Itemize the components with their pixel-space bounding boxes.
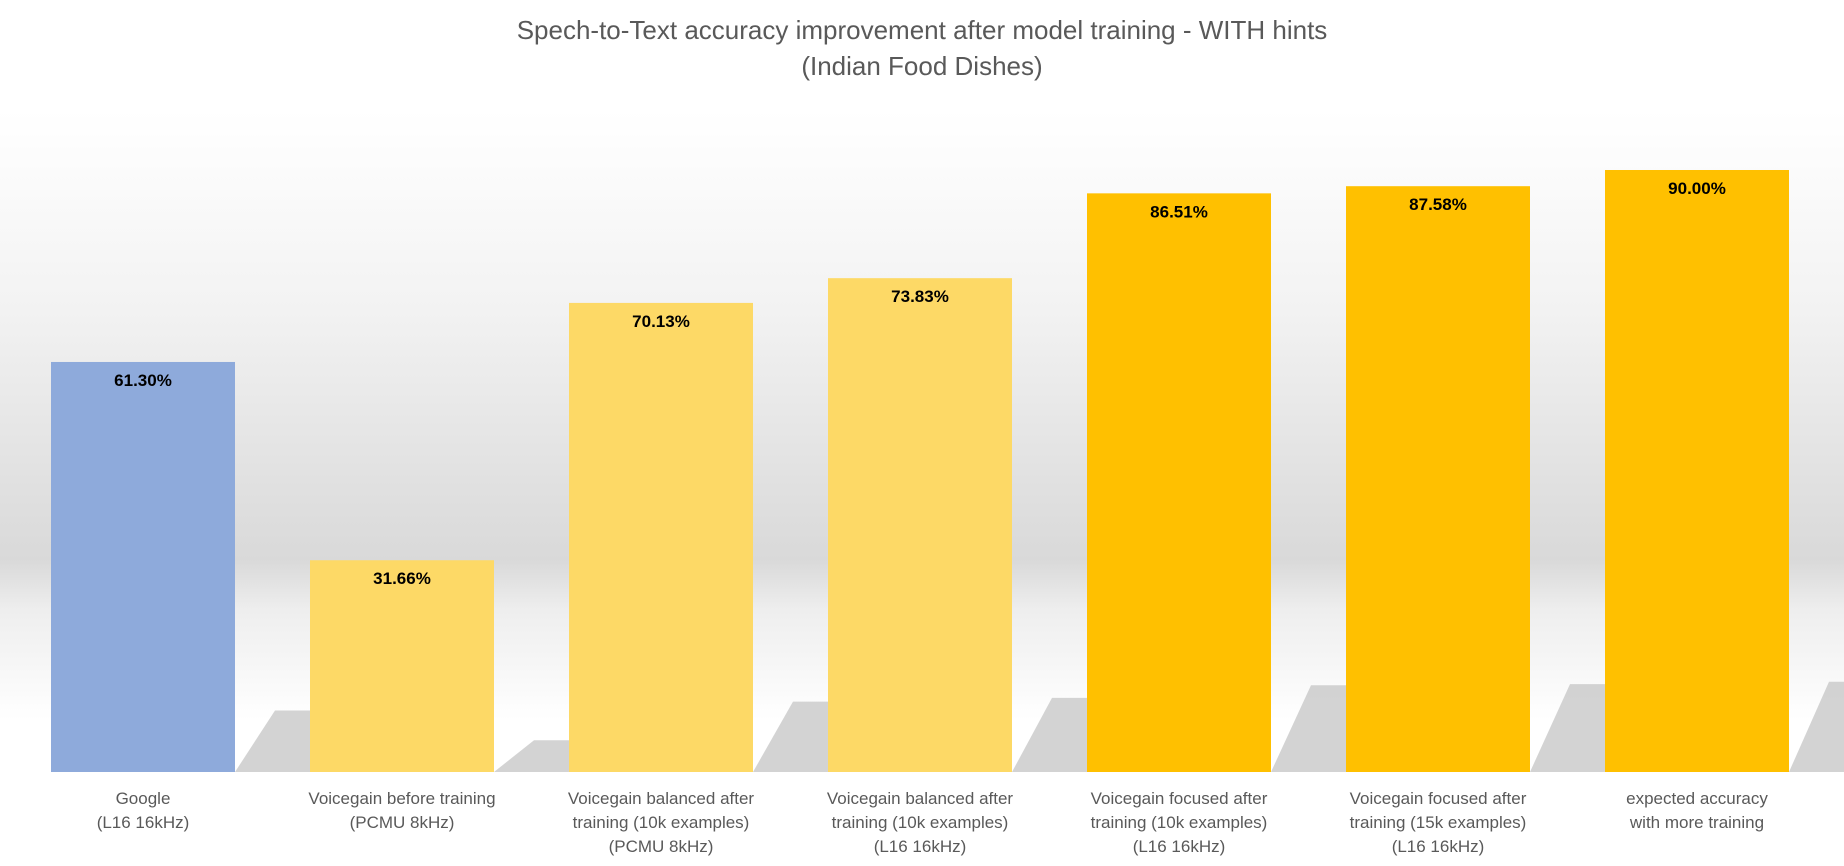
bar-shadow — [1789, 681, 1844, 772]
data-label: 87.58% — [1409, 195, 1467, 214]
category-label: Voicegain balanced after training (10k ex… — [827, 789, 1014, 856]
bar — [51, 361, 235, 772]
data-label: 90.00% — [1668, 179, 1726, 198]
category-label: Google (L16 16kHz) — [97, 789, 190, 832]
category-label-line: (PCMU 8kHz) — [609, 837, 714, 856]
category-label-line: training (10k examples) — [573, 813, 750, 832]
data-label: 70.13% — [632, 312, 690, 331]
category-label-line: (L16 16kHz) — [874, 837, 967, 856]
data-labels: 61.30% 31.66% 70.13% 73.83% 86.51% 87.58% 90.0… — [114, 179, 1726, 588]
category-label-line: Voicegain before training — [308, 789, 495, 808]
category-label-line: (L16 16kHz) — [97, 813, 190, 832]
bar — [828, 278, 1012, 772]
category-label-line: with more training — [1629, 813, 1764, 832]
category-label: expected accuracy with more training — [1626, 789, 1768, 832]
bar — [569, 302, 753, 772]
data-label: 73.83% — [891, 287, 949, 306]
chart-subtitle: (Indian Food Dishes) — [801, 51, 1043, 81]
bar — [1087, 193, 1271, 772]
category-label-line: Voicegain balanced after — [568, 789, 755, 808]
category-label-line: Google — [116, 789, 171, 808]
category-label-line: Voicegain balanced after — [827, 789, 1014, 808]
chart-title-block: Spech-to-Text accuracy improvement after… — [0, 12, 1844, 84]
category-label: Voicegain before training (PCMU 8kHz) — [308, 789, 495, 832]
category-label-line: (PCMU 8kHz) — [350, 813, 455, 832]
chart-title: Spech-to-Text accuracy improvement after… — [516, 15, 1328, 45]
category-label: Voicegain balanced after training (10k ex… — [568, 789, 755, 856]
category-label-line: (L16 16kHz) — [1133, 837, 1226, 856]
category-labels: Google (L16 16kHz) Voicegain before traini… — [97, 789, 1769, 856]
bars — [51, 170, 1789, 772]
category-label-line: training (10k examples) — [832, 813, 1009, 832]
bar — [1346, 186, 1530, 772]
category-label-line: expected accuracy — [1626, 789, 1768, 808]
category-label-line: Voicegain focused after — [1091, 789, 1268, 808]
data-label: 31.66% — [373, 569, 431, 588]
data-label: 61.30% — [114, 371, 172, 390]
category-label-line: Voicegain focused after — [1350, 789, 1527, 808]
data-label: 86.51% — [1150, 202, 1208, 221]
category-label: Voicegain focused after training (10k exa… — [1091, 789, 1268, 856]
category-label-line: training (10k examples) — [1091, 813, 1268, 832]
category-label-line: training (15k examples) — [1350, 813, 1527, 832]
category-label: Voicegain focused after training (15k exa… — [1350, 789, 1527, 856]
bar — [1605, 170, 1789, 772]
category-label-line: (L16 16kHz) — [1392, 837, 1485, 856]
bar — [310, 560, 494, 772]
